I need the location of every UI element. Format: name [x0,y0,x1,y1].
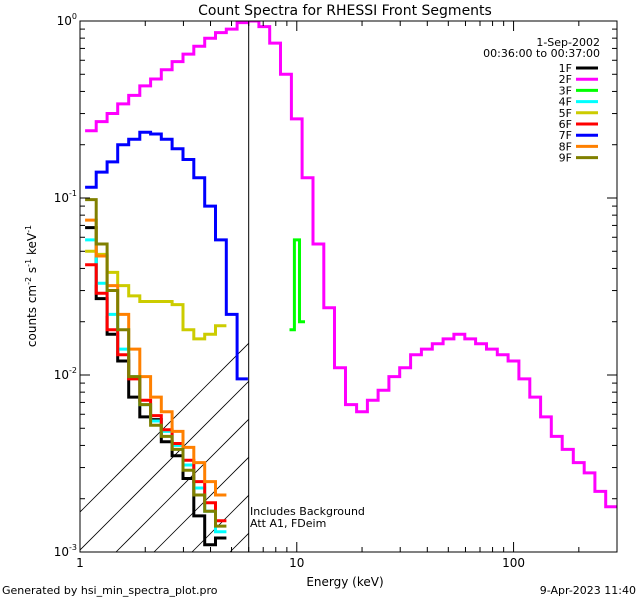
time-range-label: 00:36:00 to 00:37:00 [483,47,600,60]
y-axis-label-exp: -1 [24,225,33,233]
series-line-6F [85,263,227,523]
y-axis-label-part: s [25,267,39,277]
plot-frame [79,20,618,553]
hatch-line [80,342,249,513]
legend-label: 5F [559,107,572,120]
series-line-3F [289,238,305,332]
x-tick-label: 1 [76,556,84,570]
footer-generated-by: Generated by hsi_min_spectra_plot.pro [2,584,218,597]
legend-label: 1F [559,62,572,75]
y-axis-label-exp: -1 [24,259,33,267]
hatch-line [80,380,249,551]
y-axis-label-part: keV [25,232,39,259]
legend-label: 9F [559,152,572,165]
series-layer [85,21,617,547]
y-tick-label: 10-3 [54,543,77,559]
date-label: 1-Sep-2002 [536,36,600,49]
y-tick-label: 100 [57,12,77,28]
footer-timestamp: 9-Apr-2023 11:40 [540,584,636,597]
legend-label: 2F [559,73,572,86]
svg-text:counts cm-2 s-1 keV-1: counts cm-2 s-1 keV-1 [24,225,39,347]
series-line-4F [85,238,227,534]
y-tick-label: 10-1 [54,189,77,205]
x-axis-label: Energy (keV) [306,575,383,589]
series-line-7F [85,130,248,381]
series-line-2F [85,21,617,509]
attenuator-annotation: Att A1, FDeim [250,517,326,530]
legend-label: 6F [559,118,572,131]
series-line-9F [85,198,227,528]
x-tick-label: 10 [289,556,304,570]
y-axis-label-exp: -2 [24,277,33,285]
hatch-line [153,456,249,552]
y-axis-label: counts cm-2 s-1 keV-1 [24,225,39,347]
x-tick-label: 100 [502,556,525,570]
series-line-8F [85,218,227,497]
legend-label: 4F [559,96,572,109]
legend-label: 3F [559,84,572,97]
y-tick-label: 10-2 [54,366,77,382]
legend-label: 8F [559,140,572,153]
background-annotation: Includes Background [250,505,365,518]
legend-label: 7F [559,129,572,142]
y-axis-label-part: counts cm [25,285,39,347]
axis-ticks: 10 100 1 100 10-1 10-2 10-3 [54,12,618,570]
chart-title: Count Spectra for RHESSI Front Segments [198,3,492,19]
